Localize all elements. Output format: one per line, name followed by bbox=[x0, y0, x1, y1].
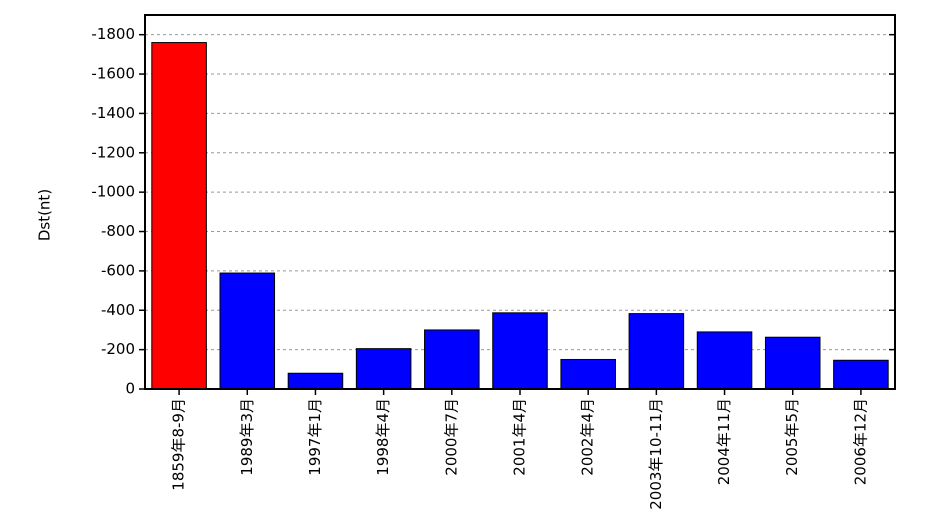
bar bbox=[424, 329, 480, 390]
x-tick-label: 2004年11月 bbox=[715, 398, 733, 485]
y-tick-label: -1600 bbox=[91, 65, 135, 83]
y-tick-label: -1000 bbox=[91, 183, 135, 201]
bar bbox=[628, 313, 685, 390]
y-tick-label: 0 bbox=[125, 380, 135, 398]
x-tick-label: 2000年7月 bbox=[442, 398, 460, 476]
bar bbox=[696, 331, 753, 390]
bar bbox=[355, 348, 412, 390]
bar bbox=[287, 372, 344, 390]
y-tick-label: -1400 bbox=[91, 104, 135, 122]
y-tick-label: -400 bbox=[101, 301, 135, 319]
x-tick-label: 2002年4月 bbox=[579, 398, 597, 476]
x-tick-label: 1998年4月 bbox=[374, 398, 392, 476]
x-tick-label: 1859年8-9月 bbox=[170, 398, 188, 491]
bar bbox=[833, 359, 889, 390]
x-tick-label: 2001年4月 bbox=[511, 398, 529, 476]
y-tick-label: -1200 bbox=[91, 143, 135, 161]
y-tick-label: -600 bbox=[101, 261, 135, 279]
bar bbox=[219, 272, 276, 390]
y-tick-label: -800 bbox=[101, 222, 135, 240]
x-tick-label: 1997年1月 bbox=[306, 398, 324, 476]
y-axis-label: Dst(nt) bbox=[36, 189, 54, 241]
y-tick-label: -1800 bbox=[91, 25, 135, 43]
x-tick-label: 2003年10-11月 bbox=[647, 398, 665, 510]
plot-frame bbox=[144, 14, 896, 390]
x-tick-label: 2006年12月 bbox=[851, 398, 869, 485]
bar bbox=[764, 336, 821, 390]
bar bbox=[492, 312, 548, 390]
bar bbox=[560, 358, 616, 390]
x-tick-label: 2005年5月 bbox=[783, 398, 801, 476]
bar bbox=[151, 42, 207, 390]
y-tick-label: -200 bbox=[101, 340, 135, 358]
x-tick-label: 1989年3月 bbox=[238, 398, 256, 476]
